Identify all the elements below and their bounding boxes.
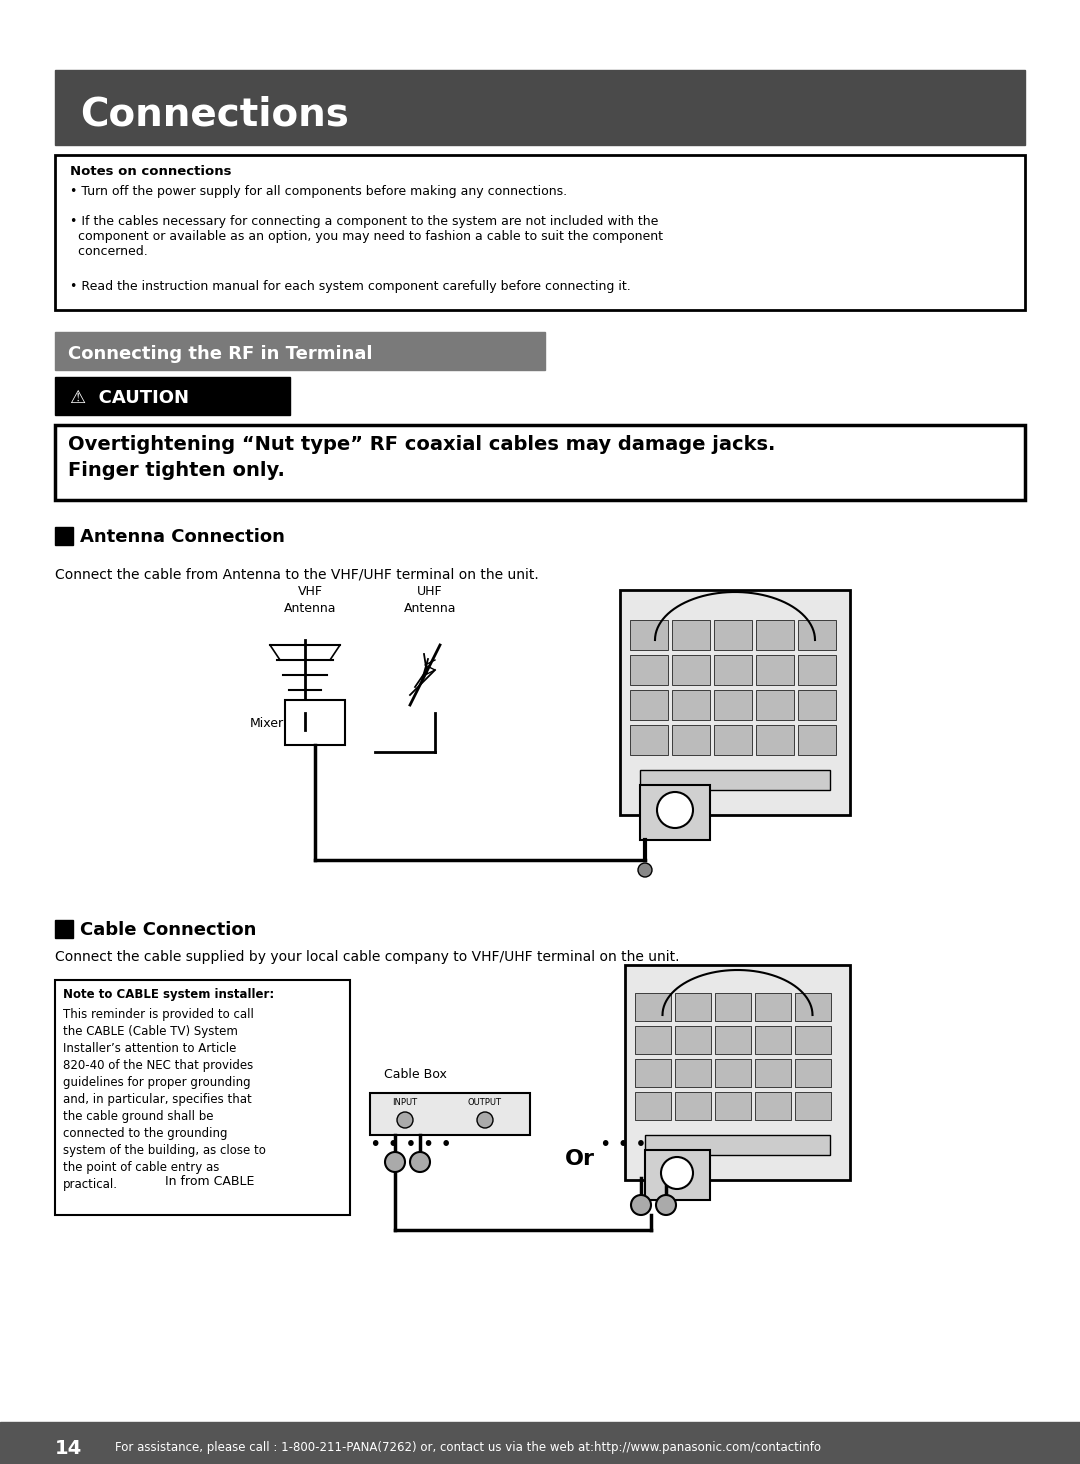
Text: • Turn off the power supply for all components before making any connections.: • Turn off the power supply for all comp…	[70, 184, 567, 198]
Text: Connections: Connections	[80, 97, 349, 135]
Bar	[715, 993, 751, 1020]
Text: Mixer: Mixer	[249, 717, 284, 731]
Bar	[715, 1026, 751, 1054]
Bar	[630, 690, 669, 720]
Bar	[370, 1094, 530, 1135]
Text: Connecting the RF in Terminal: Connecting the RF in Terminal	[68, 346, 373, 363]
Bar	[635, 1026, 671, 1054]
Text: Connect the cable from Antenna to the VHF/UHF terminal on the unit.: Connect the cable from Antenna to the VH…	[55, 567, 539, 581]
Circle shape	[656, 1195, 676, 1215]
Text: VHF: VHF	[297, 586, 323, 597]
Bar	[755, 1026, 791, 1054]
Bar	[630, 619, 669, 650]
Bar	[55, 332, 545, 370]
Circle shape	[397, 1113, 413, 1127]
Text: Connect the cable supplied by your local cable company to VHF/UHF terminal on th: Connect the cable supplied by your local…	[55, 950, 679, 963]
Text: Notes on connections: Notes on connections	[70, 165, 231, 179]
Circle shape	[631, 1195, 651, 1215]
Bar	[795, 1058, 831, 1086]
Bar	[798, 654, 836, 685]
Text: Antenna Connection: Antenna Connection	[80, 529, 285, 546]
Bar	[715, 1092, 751, 1120]
Text: Overtightening “Nut type” RF coaxial cables may damage jacks.
Finger tighten onl: Overtightening “Nut type” RF coaxial cab…	[68, 435, 775, 480]
Bar	[630, 654, 669, 685]
Bar	[798, 725, 836, 755]
Text: • • • • •: • • • • •	[600, 1135, 681, 1154]
Bar	[630, 725, 669, 755]
Bar	[714, 690, 752, 720]
Text: For assistance, please call : 1-800-211-PANA(7262) or, contact us via the web at: For assistance, please call : 1-800-211-…	[114, 1442, 821, 1455]
Text: OUTPUT: OUTPUT	[468, 1098, 502, 1107]
Bar	[675, 993, 711, 1020]
Bar	[715, 1058, 751, 1086]
Bar	[672, 725, 710, 755]
Text: Or: Or	[565, 1149, 595, 1168]
Text: • • • • •: • • • • •	[370, 1135, 451, 1154]
Bar	[714, 725, 752, 755]
Bar	[714, 619, 752, 650]
Text: Antenna: Antenna	[404, 602, 456, 615]
Bar	[55, 979, 350, 1215]
Bar	[755, 1058, 791, 1086]
Text: 14: 14	[55, 1439, 82, 1458]
Bar	[795, 1092, 831, 1120]
Circle shape	[410, 1152, 430, 1173]
Bar	[795, 993, 831, 1020]
Bar	[55, 527, 73, 545]
Bar	[795, 1026, 831, 1054]
Bar	[625, 965, 850, 1180]
Text: UHF: UHF	[417, 586, 443, 597]
Bar	[640, 770, 831, 791]
Bar	[55, 919, 73, 938]
Bar	[675, 1026, 711, 1054]
Bar	[714, 654, 752, 685]
Text: • Read the instruction manual for each system component carefully before connect: • Read the instruction manual for each s…	[70, 280, 631, 293]
Circle shape	[657, 792, 693, 829]
Bar	[755, 993, 791, 1020]
Circle shape	[384, 1152, 405, 1173]
Bar	[756, 619, 794, 650]
Bar	[55, 70, 1025, 145]
Text: • If the cables necessary for connecting a component to the system are not inclu: • If the cables necessary for connecting…	[70, 215, 663, 258]
Circle shape	[638, 862, 652, 877]
Text: Cable Box: Cable Box	[383, 1069, 446, 1080]
Bar	[55, 155, 1025, 310]
Bar	[620, 590, 850, 815]
Bar	[672, 654, 710, 685]
Text: This reminder is provided to call
the CABLE (Cable TV) System
Installer’s attent: This reminder is provided to call the CA…	[63, 1009, 266, 1192]
Circle shape	[661, 1157, 693, 1189]
Bar	[635, 1058, 671, 1086]
Bar	[640, 785, 710, 840]
Bar	[756, 725, 794, 755]
Bar	[672, 690, 710, 720]
Bar	[672, 619, 710, 650]
Text: ⚠  CAUTION: ⚠ CAUTION	[70, 389, 189, 407]
Bar	[798, 619, 836, 650]
Bar	[645, 1151, 710, 1200]
Bar	[635, 1092, 671, 1120]
Bar	[798, 690, 836, 720]
Text: Note to CABLE system installer:: Note to CABLE system installer:	[63, 988, 274, 1001]
Bar	[285, 700, 345, 745]
Text: Cable Connection: Cable Connection	[80, 921, 256, 938]
Bar	[675, 1092, 711, 1120]
Bar	[0, 1422, 1080, 1464]
Bar	[756, 690, 794, 720]
Bar	[675, 1058, 711, 1086]
Circle shape	[477, 1113, 492, 1127]
Bar	[645, 1135, 831, 1155]
Bar	[755, 1092, 791, 1120]
Bar	[55, 425, 1025, 501]
Bar	[756, 654, 794, 685]
Text: Antenna: Antenna	[284, 602, 336, 615]
Text: INPUT: INPUT	[392, 1098, 418, 1107]
Text: In from CABLE: In from CABLE	[165, 1176, 255, 1187]
Bar	[55, 378, 291, 414]
Bar	[635, 993, 671, 1020]
